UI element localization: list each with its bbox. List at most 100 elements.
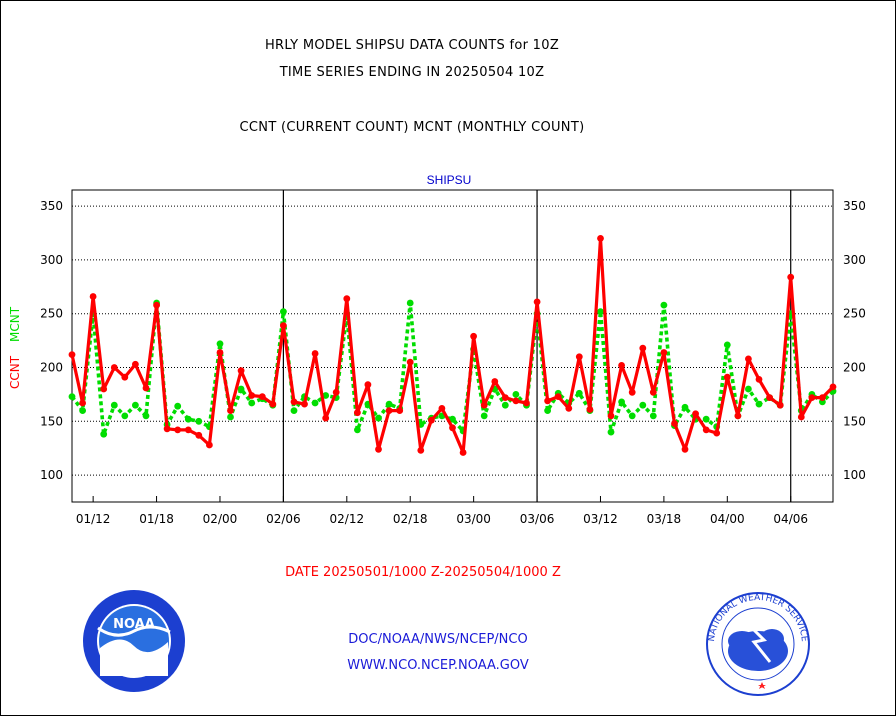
point-ccnt — [554, 393, 562, 400]
point-mcnt — [132, 401, 139, 409]
point-mcnt — [100, 430, 108, 438]
point-mcnt — [121, 412, 129, 420]
xtick-label-02/18: 02/18 — [393, 512, 428, 526]
point-mcnt — [480, 412, 488, 420]
point-ccnt — [184, 426, 192, 434]
point-ccnt — [618, 362, 625, 369]
plot-title: SHIPSU — [427, 173, 472, 187]
point-mcnt — [227, 413, 234, 421]
series-layer — [68, 235, 837, 456]
point-mcnt — [311, 399, 319, 407]
point-ccnt — [734, 412, 742, 420]
point-ccnt — [311, 350, 319, 357]
point-mcnt — [248, 399, 256, 407]
point-ccnt — [586, 406, 594, 413]
point-mcnt — [354, 426, 361, 434]
point-ccnt — [269, 400, 277, 408]
point-ccnt — [332, 388, 340, 396]
point-ccnt — [174, 426, 182, 434]
point-mcnt — [322, 392, 330, 399]
ytick-left-200: 200 — [40, 361, 63, 375]
point-ccnt — [68, 351, 76, 358]
point-ccnt — [628, 388, 636, 396]
point-mcnt — [501, 401, 509, 409]
point-mcnt — [628, 412, 636, 420]
axes: 100 100 150 150 200 200 250 250 300 300 350 350 01/1… — [40, 189, 866, 526]
chart-title-line3: CCNT (CURRENT COUNT) MCNT (MONTHLY COUNT… — [239, 120, 585, 135]
xtick-label-02/06: 02/06 — [266, 512, 301, 526]
noaa-logo: NOAA — [83, 590, 185, 692]
point-ccnt — [523, 399, 530, 407]
point-mcnt — [375, 414, 382, 422]
chart-title-line1: HRLY MODEL SHIPSU DATA COUNTS for 10Z — [264, 38, 560, 53]
point-mcnt — [68, 393, 76, 400]
point-ccnt — [449, 424, 456, 432]
point-ccnt — [512, 397, 520, 405]
point-ccnt — [227, 407, 234, 414]
chart-title-line2: TIME SERIES ENDING IN 20250504 10Z — [279, 65, 545, 80]
point-mcnt — [597, 308, 604, 315]
ytick-left-350: 350 — [40, 199, 63, 213]
ytick-left-250: 250 — [40, 307, 63, 321]
website-link[interactable]: WWW.NCO.NCEP.NOAA.GOV — [347, 658, 529, 673]
point-mcnt — [142, 412, 150, 420]
point-ccnt — [544, 397, 551, 405]
point-mcnt — [406, 299, 414, 307]
point-ccnt — [142, 384, 150, 392]
point-mcnt — [723, 341, 731, 349]
xtick-label-02/00: 02/00 — [203, 512, 238, 526]
point-ccnt — [501, 394, 509, 401]
point-ccnt — [290, 398, 298, 406]
point-ccnt — [660, 349, 668, 356]
point-ccnt — [639, 344, 647, 352]
point-ccnt — [745, 355, 752, 363]
point-ccnt — [766, 394, 773, 401]
ytick-left-100: 100 — [40, 468, 63, 482]
point-mcnt — [745, 385, 752, 393]
point-mcnt — [216, 340, 224, 348]
point-mcnt — [237, 385, 245, 393]
ytick-right-200: 200 — [843, 361, 866, 375]
ytick-left-150: 150 — [40, 414, 63, 428]
ytick-right-300: 300 — [843, 253, 866, 267]
ytick-left-300: 300 — [40, 253, 63, 267]
xtick-label-02/12: 02/12 — [330, 512, 365, 526]
point-ccnt — [121, 373, 129, 381]
point-ccnt — [375, 445, 382, 453]
point-ccnt — [808, 394, 816, 401]
point-mcnt — [660, 301, 668, 309]
point-mcnt — [639, 401, 647, 409]
date-range: DATE 20250501/1000 Z-20250504/1000 Z — [285, 565, 561, 580]
point-ccnt — [89, 293, 97, 300]
point-ccnt — [428, 416, 435, 424]
point-mcnt — [544, 407, 551, 414]
ytick-right-250: 250 — [843, 307, 866, 321]
ylabel-mcnt: MCNT — [8, 306, 22, 342]
point-ccnt — [364, 381, 372, 389]
point-ccnt — [681, 445, 689, 453]
point-mcnt — [195, 417, 203, 425]
point-ccnt — [153, 301, 161, 309]
point-mcnt — [449, 415, 456, 423]
point-mcnt — [280, 308, 287, 315]
point-ccnt — [713, 429, 721, 437]
point-ccnt — [396, 407, 404, 414]
y-axis-labels: CCNT MCNT — [8, 306, 22, 389]
xtick-label-03/06: 03/06 — [520, 512, 555, 526]
point-ccnt — [491, 378, 499, 385]
point-ccnt — [723, 373, 731, 381]
point-mcnt — [755, 400, 763, 408]
point-ccnt — [354, 409, 361, 417]
point-ccnt — [248, 392, 256, 399]
ytick-right-350: 350 — [843, 199, 866, 213]
point-ccnt — [216, 349, 224, 356]
point-ccnt — [575, 353, 583, 361]
point-ccnt — [607, 412, 615, 420]
point-ccnt — [797, 413, 805, 421]
point-ccnt — [755, 376, 763, 383]
grid-lines — [72, 190, 833, 502]
point-ccnt — [110, 364, 118, 371]
point-ccnt — [649, 388, 657, 396]
point-mcnt — [385, 400, 393, 408]
